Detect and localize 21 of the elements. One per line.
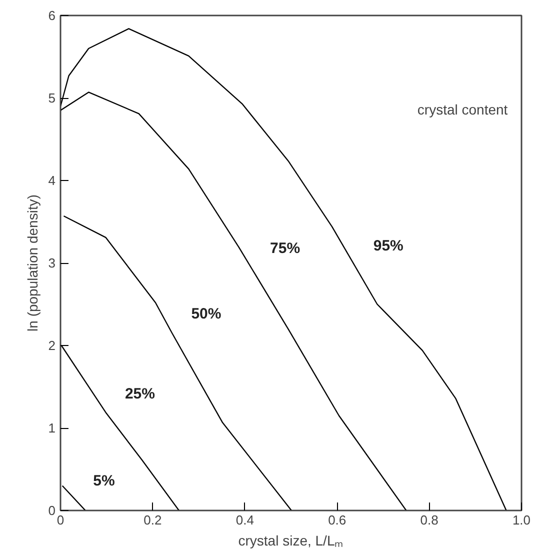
series-label: 75% xyxy=(270,240,300,257)
y-tick-label: 4 xyxy=(48,173,56,188)
series-label: 5% xyxy=(93,472,115,490)
y-tick-label: 0 xyxy=(48,503,56,518)
y-tick-label: 1 xyxy=(48,420,56,436)
series-label: 50% xyxy=(191,305,222,322)
x-tick-label: 1.0 xyxy=(512,512,531,528)
annotation: crystal content xyxy=(417,102,508,118)
y-axis-title: ln (population density) xyxy=(24,194,40,332)
x-tick-label: 0.6 xyxy=(328,512,346,528)
y-tick-label: 2 xyxy=(48,338,56,353)
line-series xyxy=(60,92,407,510)
x-tick-label: 0.2 xyxy=(144,512,162,528)
y-tick-label: 6 xyxy=(48,8,56,23)
y-tick-label: 5 xyxy=(48,90,56,106)
y-tick-label: 3 xyxy=(48,256,56,270)
series-label: 25% xyxy=(124,386,155,403)
x-tick-label: 0.8 xyxy=(420,512,438,528)
x-axis-title: crystal size, L/Lₘ xyxy=(238,532,344,548)
x-tick-label: 0.4 xyxy=(236,512,254,528)
series-label: 95% xyxy=(373,237,404,254)
